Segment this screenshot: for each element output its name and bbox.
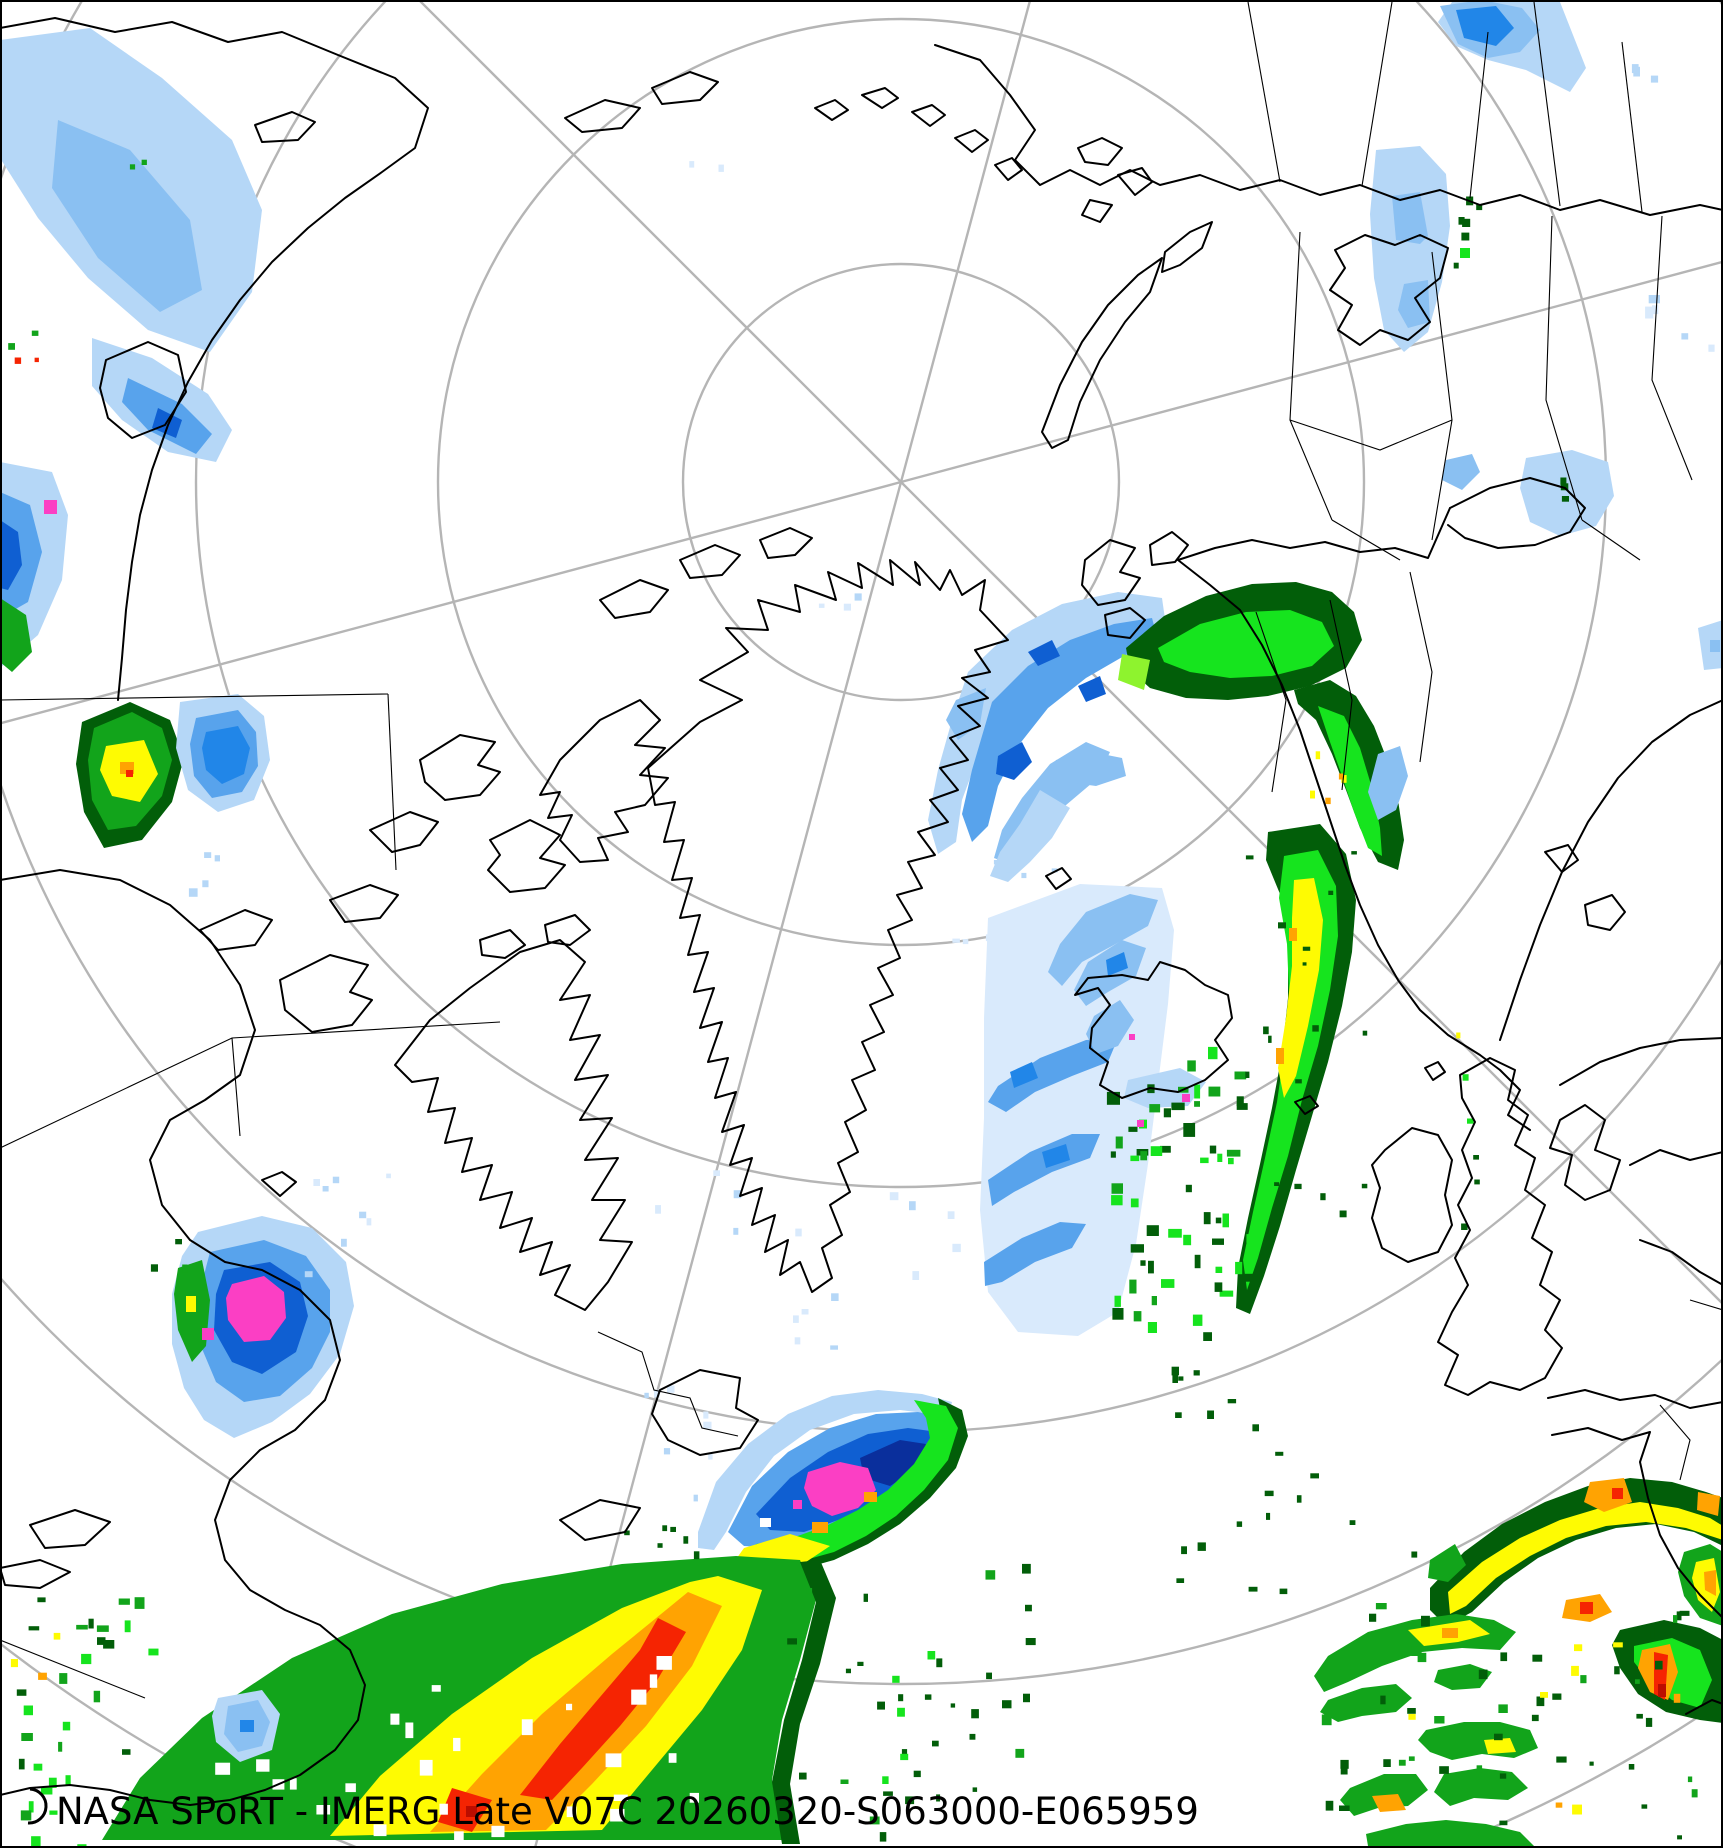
caption-group: NASA SPoRT - IMERG Late V07C 20260320-S0… (27, 1787, 1199, 1833)
sport-logo-arc-icon (27, 1787, 48, 1825)
admin-borders-layer (0, 1, 1723, 1699)
map-caption: NASA SPoRT - IMERG Late V07C 20260320-S0… (56, 1790, 1199, 1833)
coastline-layer (0, 17, 1723, 1806)
